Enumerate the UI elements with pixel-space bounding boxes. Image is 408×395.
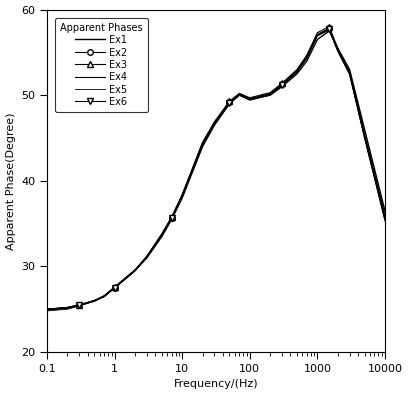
X-axis label: Frequency/(Hz): Frequency/(Hz) (174, 380, 258, 389)
Y-axis label: Apparent Phase(Degree): Apparent Phase(Degree) (6, 112, 16, 250)
Legend: Ex1, Ex2, Ex3, Ex4, Ex5, Ex6: Ex1, Ex2, Ex3, Ex4, Ex5, Ex6 (55, 18, 148, 112)
